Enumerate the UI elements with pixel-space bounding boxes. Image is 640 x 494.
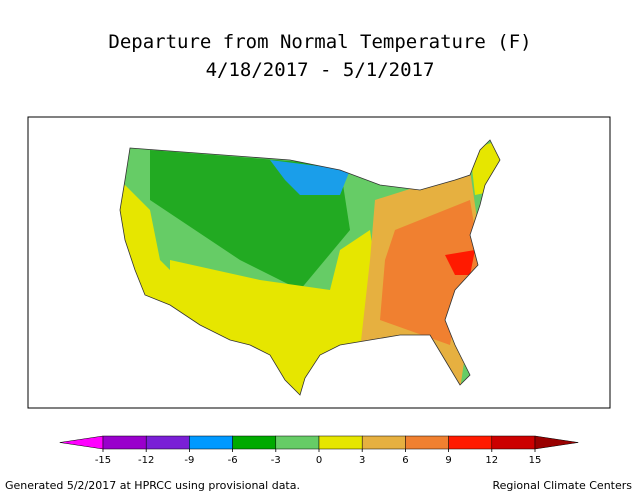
us-outline: [119, 139, 501, 396]
legend-swatch: [275, 435, 320, 450]
legend-swatch: [448, 435, 493, 450]
region: [445, 250, 475, 275]
legend-arrow: [59, 435, 104, 450]
footer-right: Regional Climate Centers: [492, 479, 632, 492]
legend-swatch: [232, 435, 277, 450]
legend-tick-label: 3: [359, 455, 365, 466]
legend-swatch: [145, 435, 190, 450]
legend-tick-label: 12: [485, 455, 498, 466]
title-line: 4/18/2017 - 5/1/2017: [206, 59, 435, 81]
legend-tick-label: 15: [529, 455, 542, 466]
legend-tick-label: 0: [316, 455, 322, 466]
legend-tick-label: -15: [95, 455, 111, 466]
footer-left: Generated 5/2/2017 at HPRCC using provis…: [5, 479, 300, 492]
legend-tick-label: -3: [271, 455, 281, 466]
legend-tick-label: -12: [138, 455, 154, 466]
legend-tick-label: 9: [445, 455, 451, 466]
legend-swatch: [318, 435, 363, 450]
legend-swatch: [405, 435, 449, 450]
legend-swatch: [361, 435, 406, 450]
region: [270, 160, 350, 195]
title-line: Departure from Normal Temperature (F): [108, 31, 531, 53]
legend-swatch: [189, 435, 233, 450]
legend-tick-label: -6: [228, 455, 238, 466]
legend-swatch: [102, 435, 147, 450]
legend-swatch: [491, 435, 536, 450]
legend-tick-label: 6: [402, 455, 408, 466]
legend: -15 -12 -9 -6 -3 0 3 6 9 12 15: [59, 435, 579, 466]
legend-tick-label: -9: [184, 455, 194, 466]
legend-arrow: [534, 435, 579, 450]
